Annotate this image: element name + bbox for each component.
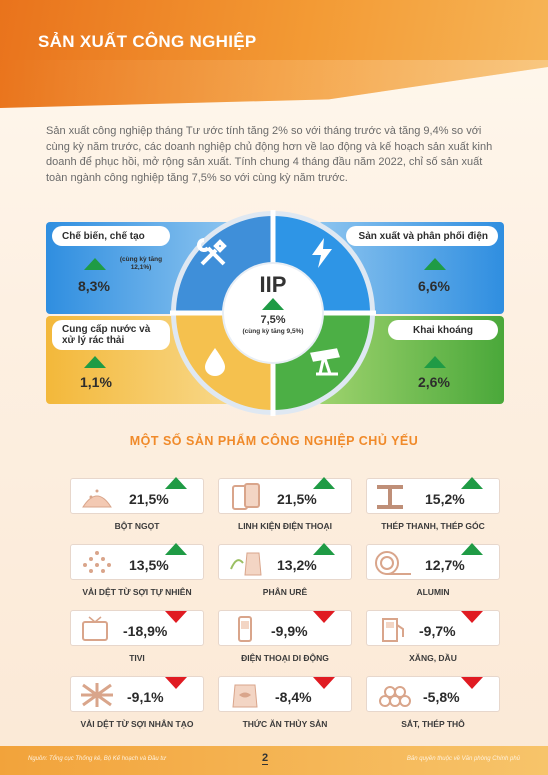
product-card: 12,7% xyxy=(366,543,500,580)
up-arrow-icon xyxy=(424,258,446,270)
up-arrow-icon xyxy=(424,356,446,368)
product-name: THÉP THANH, THÉP GÓC xyxy=(381,521,485,531)
product-card: 15,2% xyxy=(366,477,500,514)
msg-powder-icon xyxy=(82,489,112,508)
products-section-title: MỘT SỐ SẢN PHẨM CÔNG NGHIỆP CHỦ YẾU xyxy=(129,434,419,448)
product-name: XĂNG, DẦU xyxy=(409,653,457,663)
card-label: Cung cấp nước và xử lý rác thải xyxy=(52,320,170,350)
card-label: Sản xuất và phân phối điện xyxy=(346,226,498,246)
up-arrow-icon xyxy=(84,356,106,368)
fish-feed-bag-icon xyxy=(232,684,258,708)
product-card: 21,5% xyxy=(70,477,204,514)
down-arrow-icon xyxy=(165,677,187,689)
card-sub: (cùng kỳ tăng 12,1%) xyxy=(119,256,163,271)
product-name: LINH KIỆN ĐIỆN THOẠI xyxy=(238,521,332,531)
iip-label: IIP xyxy=(259,272,287,297)
fertilizer-bag-icon xyxy=(230,552,262,576)
page-title: SẢN XUẤT CÔNG NGHIỆP xyxy=(38,32,257,51)
product-name: VẢI DỆT TỪ SỢI NHÂN TẠO xyxy=(80,719,194,729)
card-label: Chế biến, chế tạo xyxy=(52,226,170,246)
product-card: 21,5% xyxy=(218,477,352,514)
up-arrow-icon xyxy=(165,477,187,489)
product-value: 21,5% xyxy=(129,491,169,507)
down-arrow-icon xyxy=(313,677,335,689)
product-name: THỨC ĂN THỦY SẢN xyxy=(242,719,328,729)
footer-copyright: Bản quyền thuộc về Văn phòng Chính phủ xyxy=(406,756,520,762)
down-arrow-icon xyxy=(461,611,483,623)
tv-icon xyxy=(82,616,108,641)
product-card: -9,7% xyxy=(366,610,500,646)
up-arrow-icon xyxy=(313,477,335,489)
product-value: 13,5% xyxy=(129,557,169,573)
up-arrow-icon xyxy=(461,543,483,555)
product-name: TIVI xyxy=(129,653,145,663)
product-card: -9,9% xyxy=(218,610,352,646)
up-arrow-icon xyxy=(84,258,106,270)
up-arrow-icon xyxy=(165,543,187,555)
water-drop-icon xyxy=(205,348,225,376)
product-value: -9,7% xyxy=(419,623,456,639)
down-arrow-icon xyxy=(461,677,483,689)
product-name: ĐIỆN THOẠI DI ĐỘNG xyxy=(241,653,329,663)
natural-fabric-icon xyxy=(83,551,111,573)
synthetic-fabric-icon xyxy=(81,683,113,707)
card-value: 8,3% xyxy=(78,278,110,294)
iip-value: 7,5% xyxy=(260,314,286,326)
wrench-screwdriver-icon xyxy=(197,238,227,266)
product-value: -9,9% xyxy=(271,623,308,639)
lightning-icon xyxy=(312,238,332,268)
steel-beam-icon xyxy=(377,485,403,509)
card-value: 1,1% xyxy=(80,374,112,390)
down-arrow-icon xyxy=(165,611,187,623)
iip-sub: (cùng kỳ tăng 9,5%) xyxy=(242,328,304,335)
product-name: ALUMIN xyxy=(416,587,450,597)
oil-pump-icon xyxy=(310,348,340,376)
footer-source: Nguồn: Tổng cục Thống kê, Bộ Kế hoạch và… xyxy=(28,756,166,762)
product-name: VẢI DỆT TỪ SỢI TỰ NHIÊN xyxy=(82,587,192,597)
up-arrow-icon xyxy=(313,543,335,555)
header-banner xyxy=(0,0,548,108)
steel-pipes-icon xyxy=(379,686,411,707)
product-card: -5,8% xyxy=(366,676,500,712)
product-card: 13,5% xyxy=(70,543,204,580)
product-value: -5,8% xyxy=(423,689,460,705)
product-value: 21,5% xyxy=(277,491,317,507)
up-arrow-icon xyxy=(461,477,483,489)
iip-center: IIP 7,5% (cùng kỳ tăng 9,5%) xyxy=(224,264,322,362)
phone-parts-icon xyxy=(232,483,260,510)
product-card: -18,9% xyxy=(70,610,204,646)
mobile-phone-icon xyxy=(238,616,252,642)
product-card: 13,2% xyxy=(218,543,352,580)
card-value: 6,6% xyxy=(418,278,450,294)
product-card: -9,1% xyxy=(70,676,204,712)
product-value: -8,4% xyxy=(275,689,312,705)
alumin-roll-icon xyxy=(375,551,411,575)
product-name: PHÂN URÊ xyxy=(262,587,308,597)
product-card: -8,4% xyxy=(218,676,352,712)
product-value: 13,2% xyxy=(277,557,317,573)
product-name: BỘT NGỌT xyxy=(114,521,160,531)
page-number: 2 xyxy=(262,752,269,765)
product-value: 15,2% xyxy=(425,491,465,507)
fuel-pump-icon xyxy=(382,618,404,642)
product-value: 12,7% xyxy=(425,557,465,573)
product-name: SẮT, THÉP THÔ xyxy=(401,719,465,729)
down-arrow-icon xyxy=(313,611,335,623)
up-arrow-icon xyxy=(262,298,284,310)
card-value: 2,6% xyxy=(418,374,450,390)
product-value: -18,9% xyxy=(123,623,168,639)
intro-paragraph: Sản xuất công nghiệp tháng Tư ước tính t… xyxy=(46,125,493,184)
footer: Nguồn: Tổng cục Thống kê, Bộ Kế hoạch và… xyxy=(0,746,548,775)
card-label: Khai khoáng xyxy=(388,320,498,340)
product-value: -9,1% xyxy=(127,689,164,705)
